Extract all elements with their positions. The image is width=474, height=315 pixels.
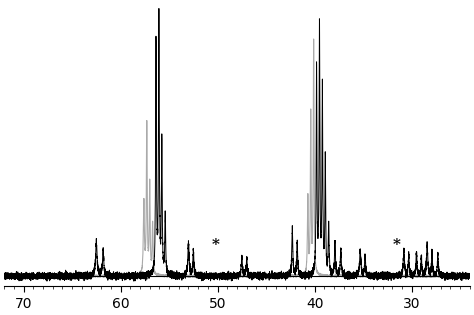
Text: *: * [212,238,219,252]
Text: *: * [393,238,401,252]
